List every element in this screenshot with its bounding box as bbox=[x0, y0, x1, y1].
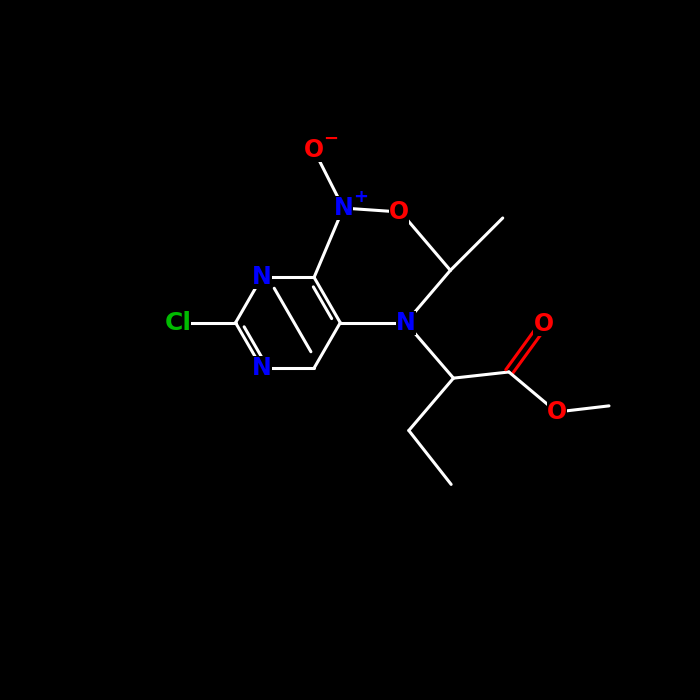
Text: N: N bbox=[252, 265, 272, 289]
Text: O: O bbox=[304, 139, 324, 162]
Text: O: O bbox=[547, 400, 567, 424]
Text: O: O bbox=[533, 312, 554, 336]
Text: N: N bbox=[395, 311, 416, 335]
Text: N: N bbox=[252, 356, 272, 380]
Text: −: − bbox=[323, 130, 339, 148]
Text: N: N bbox=[333, 196, 354, 220]
Text: O: O bbox=[389, 200, 409, 224]
Text: Cl: Cl bbox=[164, 311, 191, 335]
Text: +: + bbox=[353, 188, 368, 206]
